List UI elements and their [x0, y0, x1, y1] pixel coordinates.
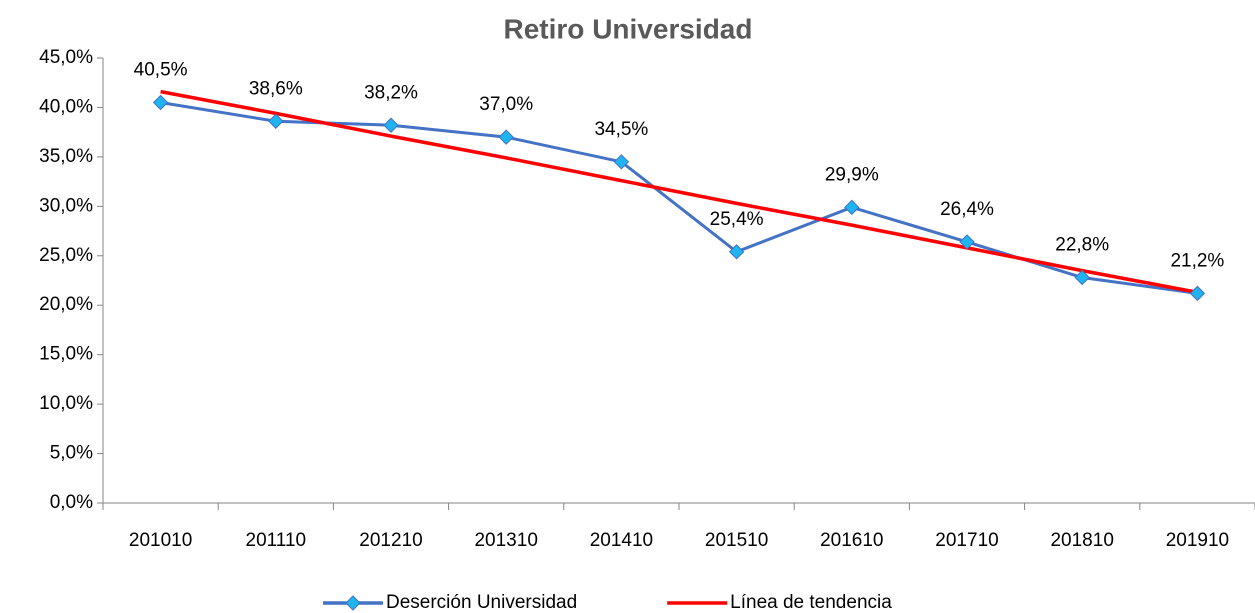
legend-marker: [345, 595, 361, 611]
data-label: 22,8%: [1055, 235, 1109, 256]
y-tick-label: 35,0%: [39, 146, 93, 167]
y-tick-label: 40,0%: [39, 96, 93, 117]
point-marker: [1189, 285, 1206, 302]
x-tick-label: 201210: [359, 530, 422, 551]
y-tick-label: 30,0%: [39, 195, 93, 216]
x-tick-label: 201710: [935, 530, 998, 551]
point-marker: [268, 113, 284, 129]
x-tick-label: 201010: [129, 530, 192, 551]
point-marker: [613, 154, 630, 170]
x-tick-label: 201610: [820, 530, 883, 551]
data-label: 34,5%: [594, 119, 648, 140]
x-tick-label: 201110: [246, 530, 307, 551]
data-label: 29,9%: [825, 164, 879, 185]
x-tick-label: 201410: [590, 530, 653, 551]
x-tick-label: 201810: [1050, 530, 1113, 551]
point-marker: [1074, 269, 1090, 286]
data-label: 21,2%: [1170, 250, 1224, 271]
point-marker: [959, 234, 975, 250]
legend-label: Línea de tendencia: [730, 592, 892, 613]
x-tick-label: 201910: [1166, 530, 1229, 551]
x-tick-label: 201510: [705, 530, 768, 551]
data-label: 38,2%: [364, 82, 418, 103]
data-label: 37,0%: [479, 94, 533, 115]
point-marker: [383, 117, 399, 133]
data-label: 40,5%: [134, 60, 188, 81]
chart-title: Retiro Universidad: [504, 13, 753, 44]
y-tick-label: 25,0%: [39, 245, 93, 266]
y-tick-label: 5,0%: [50, 443, 93, 464]
series-line: [160, 89, 1198, 295]
data-label: 38,6%: [249, 78, 303, 99]
y-tick-label: 0,0%: [50, 492, 93, 513]
y-tick-label: 15,0%: [39, 344, 93, 365]
y-tick-label: 45,0%: [39, 47, 93, 68]
point-marker: [728, 244, 745, 260]
series-line: [160, 101, 1198, 295]
y-tick-label: 20,0%: [39, 294, 93, 315]
point-marker: [498, 129, 514, 145]
data-label: 26,4%: [940, 199, 994, 220]
y-tick-label: 10,0%: [39, 393, 93, 414]
legend-label: Deserción Universidad: [386, 592, 577, 613]
data-label: 25,4%: [710, 209, 764, 230]
point-marker: [844, 199, 860, 216]
x-tick-label: 201310: [474, 530, 537, 551]
point-marker: [152, 94, 169, 111]
